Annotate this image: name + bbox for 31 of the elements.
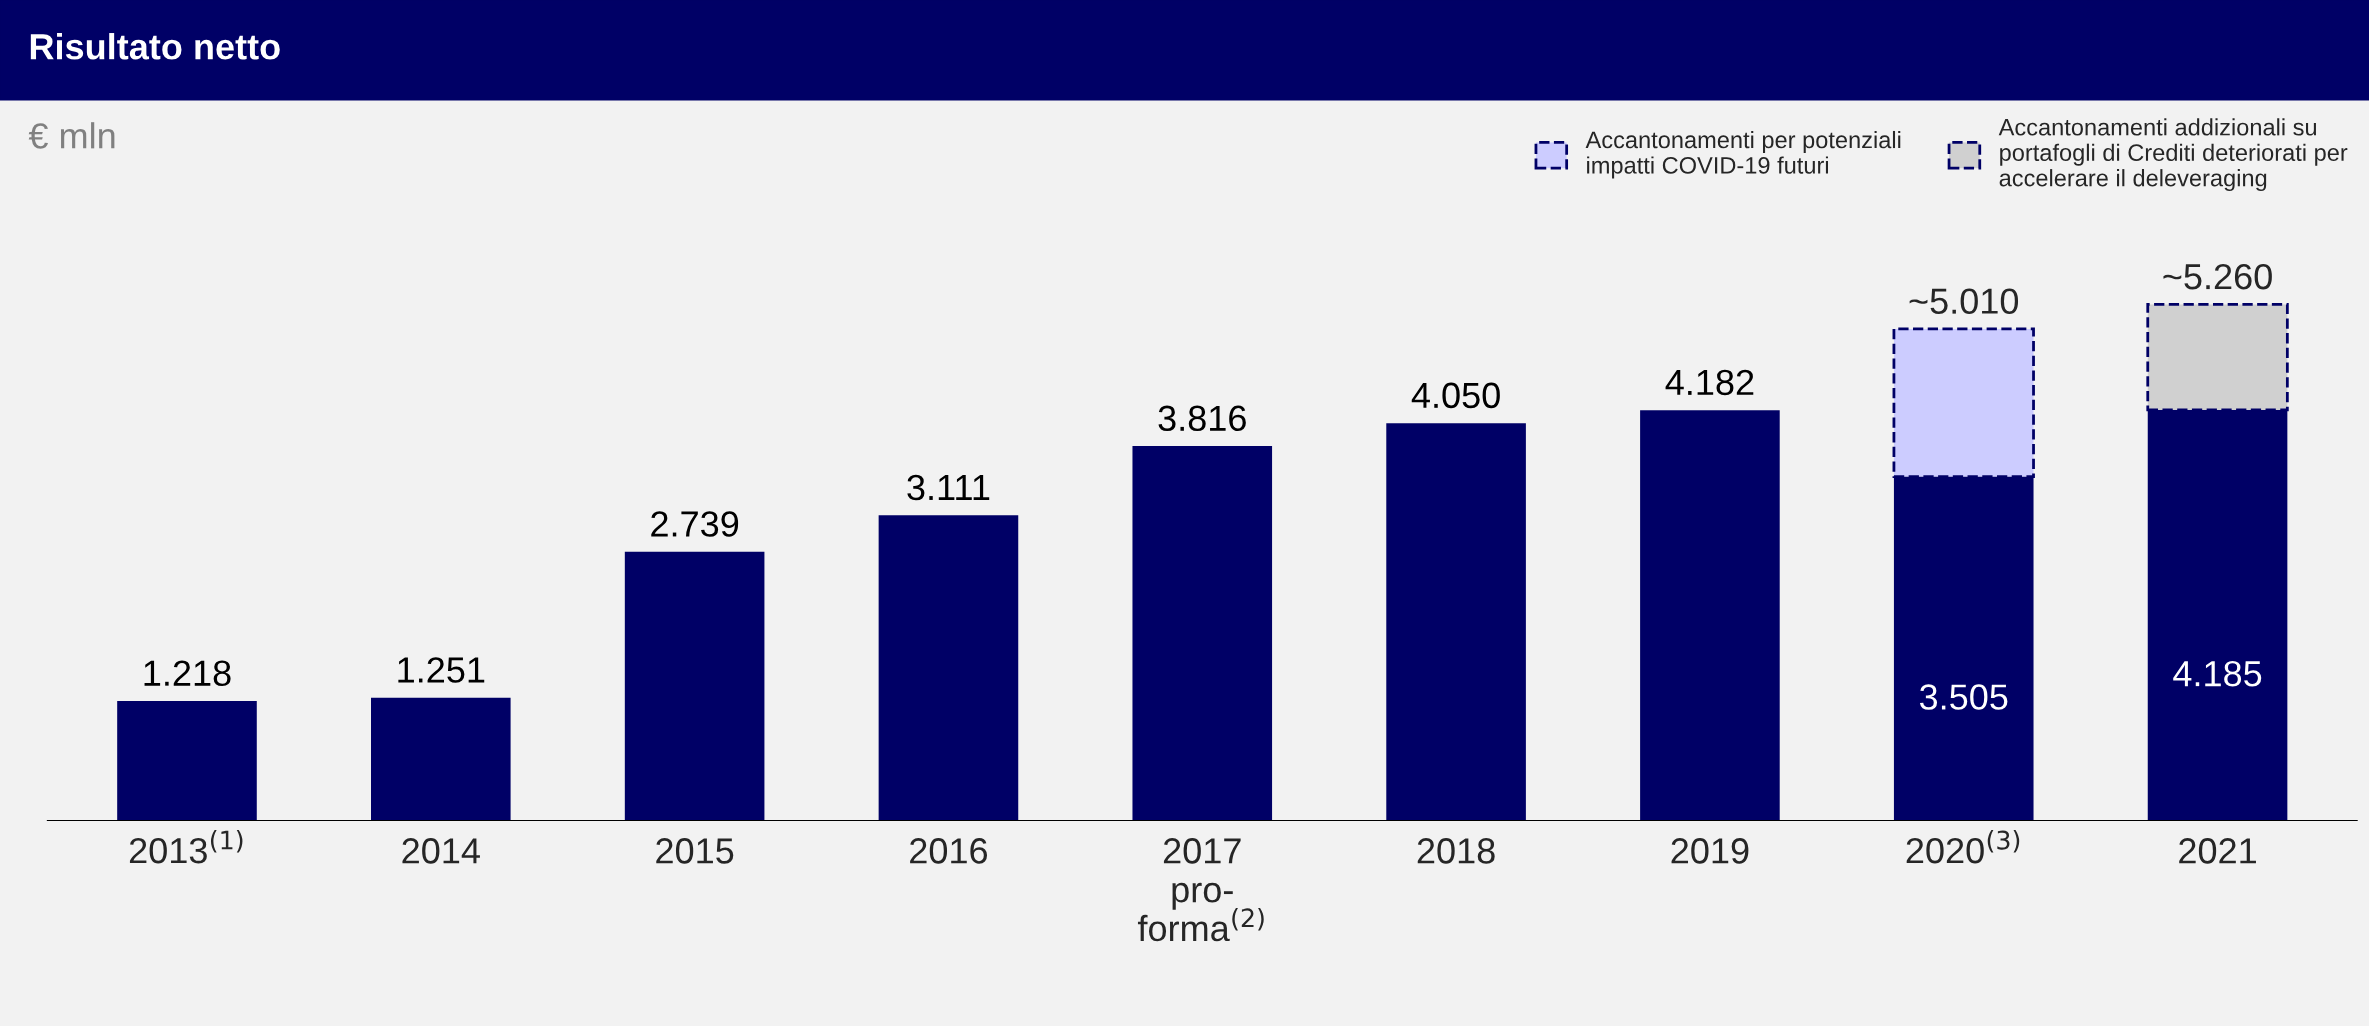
data-label: 1.218 [144, 660, 231, 687]
bar [1640, 410, 1780, 821]
data-label: 2.739 [651, 511, 739, 537]
legend-label: Accantonamenti addizionali su portafogli di Crediti deteriorati per accelerare il deleveraging [1998, 118, 2348, 192]
bar [878, 515, 1019, 821]
total-label: ~5.010 [1909, 288, 2019, 314]
x-tick-label: 2013$^{(1)}$ [129, 830, 243, 864]
legend-label: Accantonamenti per potenziali impatti COVID-19 futuri [1585, 130, 1901, 179]
bar [1132, 446, 1273, 821]
x-tick-label: 2020$^{(3)}$ [1906, 830, 2020, 864]
bar [117, 701, 257, 821]
bar [371, 697, 511, 821]
x-tick-label: 2017 pro- forma$^{(2)}$ [1137, 838, 1264, 942]
x-tick-label: 2016 [910, 838, 988, 864]
x-tick-label: 2015 [656, 838, 734, 864]
x-tick-label: 2018 [1417, 838, 1495, 864]
chart-title: Risultato netto [30, 33, 280, 60]
bar [624, 551, 765, 821]
x-tick-label: 2014 [402, 838, 480, 864]
y-axis-title: € mln [28, 122, 115, 149]
bar [1386, 423, 1526, 821]
data-label: 3.505 [1919, 684, 2008, 710]
data-label: 1.251 [398, 657, 485, 683]
data-label: 4.050 [1411, 382, 1500, 409]
data-label: 3.111 [907, 474, 990, 501]
data-label: 4.182 [1665, 369, 1754, 396]
data-label: 3.816 [1158, 405, 1246, 432]
data-label: 4.185 [2173, 660, 2262, 687]
x-tick-label: 2019 [1671, 838, 1749, 864]
total-label: ~5.260 [2163, 263, 2272, 290]
x-tick-label: 2021 [2179, 838, 2256, 864]
